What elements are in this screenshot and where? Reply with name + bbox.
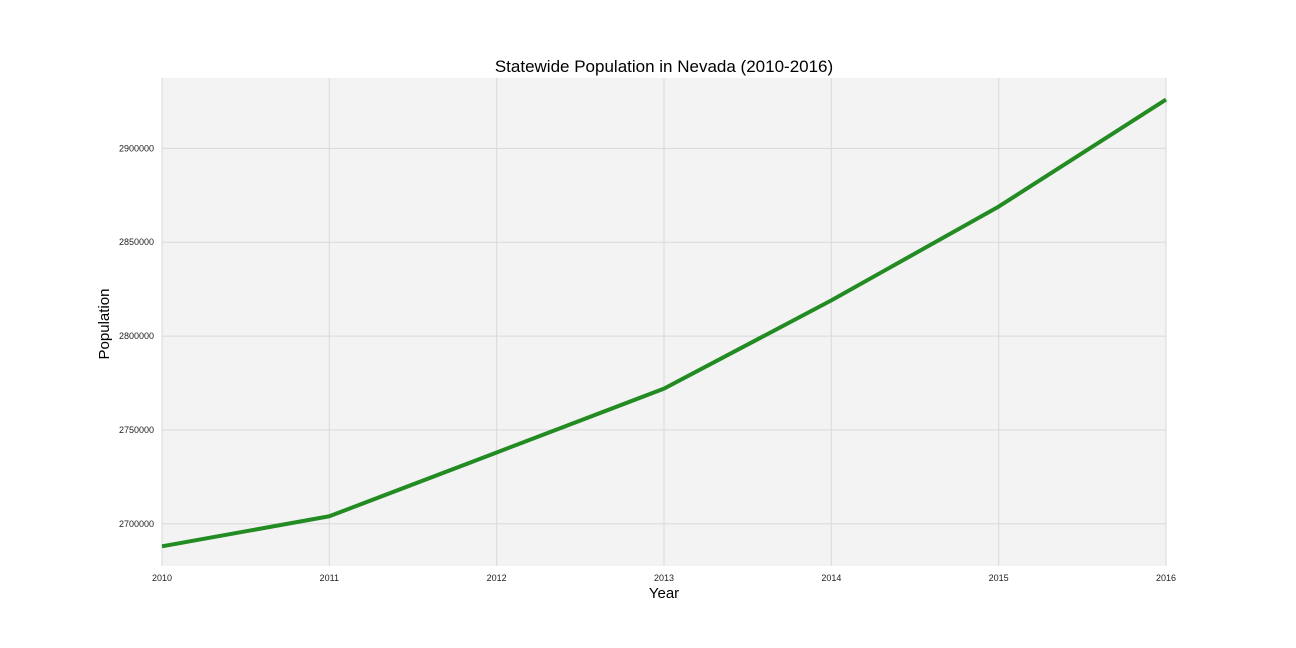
y-axis-ticks: 2700000 2750000 2800000 2850000 2900000 <box>119 143 154 528</box>
y-axis-label: Population <box>96 289 113 360</box>
y-tick-label: 2750000 <box>119 425 154 435</box>
y-tick-label: 2800000 <box>119 331 154 341</box>
y-tick-label: 2850000 <box>119 237 154 247</box>
y-tick-label: 2700000 <box>119 519 154 529</box>
x-tick-label: 2013 <box>654 573 674 583</box>
x-tick-label: 2012 <box>487 573 507 583</box>
x-tick-label: 2011 <box>320 573 339 583</box>
x-axis-label: Year <box>649 585 679 602</box>
x-axis-ticks: 2010 2011 2012 2013 2014 2015 2016 <box>152 573 1176 583</box>
x-tick-label: 2010 <box>152 573 172 583</box>
y-tick-label: 2900000 <box>119 143 154 153</box>
grid-lines <box>161 78 1167 566</box>
chart-title: Statewide Population in Nevada (2010-201… <box>495 57 833 76</box>
series-layer <box>161 97 1168 549</box>
x-tick-label: 2016 <box>1156 573 1176 583</box>
x-tick-label: 2015 <box>989 573 1009 583</box>
x-tick-label: 2014 <box>821 573 841 583</box>
